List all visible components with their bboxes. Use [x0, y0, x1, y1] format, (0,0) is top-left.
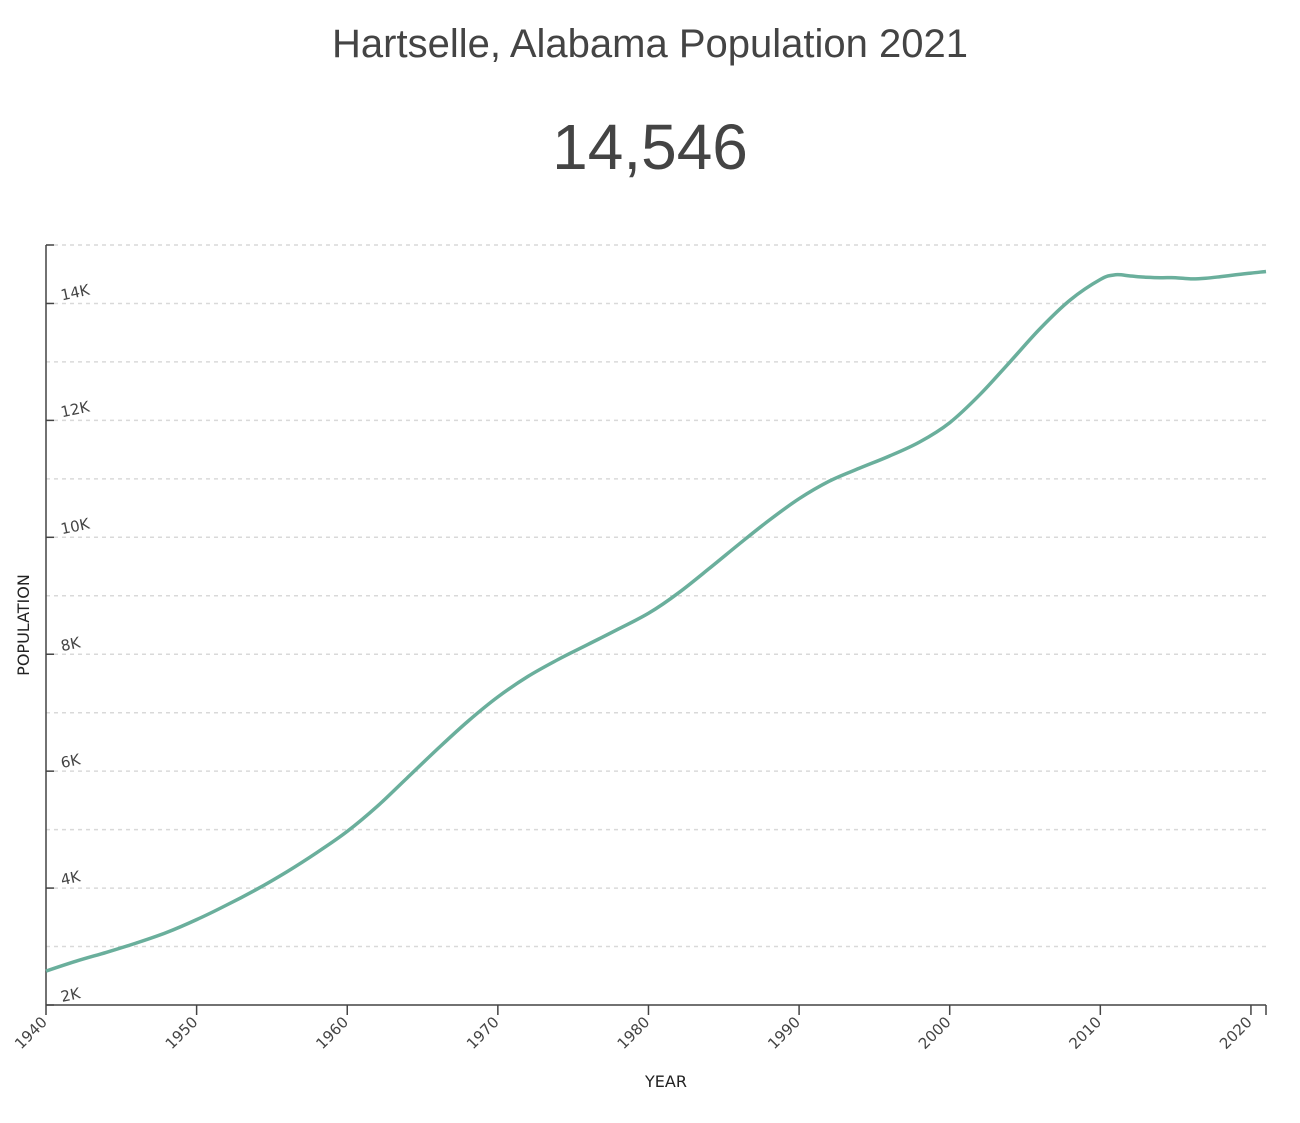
- x-tick-label: 2020: [1216, 1013, 1256, 1053]
- axes: [45, 244, 1266, 1006]
- y-tick-label: 14K: [59, 281, 92, 305]
- y-tick-label: 4K: [59, 867, 83, 889]
- population-value: 14,546: [552, 111, 748, 183]
- x-axis-title: YEAR: [644, 1072, 687, 1091]
- population-series-line[interactable]: [45, 269, 1267, 973]
- x-tick-label: 1990: [764, 1013, 804, 1053]
- x-tick-label: 1960: [312, 1013, 352, 1053]
- x-tick-label: 2000: [915, 1013, 955, 1053]
- grid-lines: [46, 244, 1266, 948]
- y-tick-label: 8K: [59, 633, 83, 655]
- x-tick-label: 1980: [614, 1013, 654, 1053]
- y-tick-label: 12K: [59, 397, 92, 421]
- y-axis-ticks: 2K 4K 6K 8K 10K 12K 14K: [46, 281, 92, 1006]
- y-tick-label: 10K: [59, 514, 92, 538]
- chart-title: Hartselle, Alabama Population 2021: [332, 22, 968, 66]
- x-tick-label: 1950: [162, 1013, 202, 1053]
- x-tick-label: 1970: [463, 1013, 503, 1053]
- y-tick-label: 6K: [59, 750, 83, 772]
- x-tick-label: 2010: [1065, 1013, 1105, 1053]
- y-axis-title: POPULATION: [14, 574, 33, 676]
- x-tick-label: 1940: [11, 1013, 51, 1053]
- x-axis-ticks: 1940 1950 1960 1970 1980 1990 2000 2010 2020: [11, 1005, 1267, 1053]
- y-tick-label: 2K: [59, 984, 83, 1006]
